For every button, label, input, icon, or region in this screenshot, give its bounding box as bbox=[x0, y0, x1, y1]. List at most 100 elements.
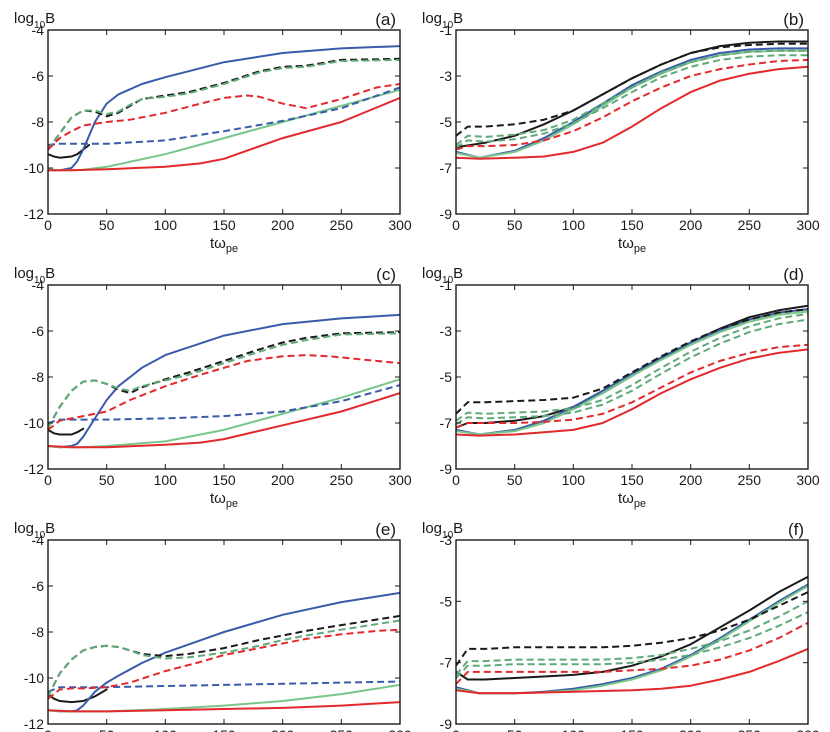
x-axis-label-sub: pe bbox=[226, 498, 238, 510]
series-line-black-dashed bbox=[48, 614, 400, 697]
y-axis-label-main: log bbox=[14, 10, 34, 27]
y-tick-label: -3 bbox=[440, 323, 453, 339]
plot-frame bbox=[455, 539, 809, 725]
y-axis-label-main: log bbox=[422, 10, 442, 27]
y-axis-label: log10B bbox=[14, 10, 55, 31]
x-tick-label: 250 bbox=[330, 727, 354, 732]
y-tick-label: -12 bbox=[24, 461, 44, 477]
series-line-green-dashed bbox=[48, 619, 400, 697]
panel-label: (a) bbox=[375, 10, 396, 29]
y-tick-label: -9 bbox=[440, 461, 453, 477]
x-tick-label: 0 bbox=[44, 727, 52, 732]
series-line-black-dashed bbox=[456, 308, 808, 415]
x-tick-label: 100 bbox=[562, 472, 586, 488]
series-line-red-dashed bbox=[48, 628, 400, 700]
series-line-green-solid bbox=[456, 49, 808, 159]
series-line-red-solid bbox=[456, 647, 808, 695]
y-tick-label: -4 bbox=[32, 277, 45, 293]
y-tick-label: -6 bbox=[32, 68, 45, 84]
x-tick-label: 300 bbox=[388, 217, 412, 233]
x-tick-label: 200 bbox=[271, 727, 295, 732]
x-axis-label-main: tω bbox=[618, 490, 634, 507]
x-axis-label: tωpe bbox=[618, 235, 646, 255]
series-line-blue-solid bbox=[456, 308, 808, 436]
series-line-red-dashed bbox=[456, 343, 808, 429]
x-tick-label: 150 bbox=[212, 727, 236, 732]
x-tick-label: 300 bbox=[388, 472, 412, 488]
y-tick-label: -4 bbox=[32, 22, 45, 38]
x-tick-label: 150 bbox=[212, 217, 236, 233]
plot-frame bbox=[47, 284, 401, 470]
y-axis-label-tail: B bbox=[45, 265, 55, 282]
y-tick-label: -6 bbox=[32, 323, 45, 339]
series-line-green-solid bbox=[456, 310, 808, 436]
y-tick-label: -10 bbox=[24, 670, 44, 686]
y-axis-label-main: log bbox=[422, 520, 442, 537]
x-tick-label: 50 bbox=[507, 727, 523, 732]
x-axis-label-main: tω bbox=[210, 235, 226, 252]
chart-panel-a: 0 50 100 150 200 250 300-12-10-8-6-4log10Btωpe… bbox=[14, 10, 412, 255]
series-line-blue-dashed bbox=[48, 86, 400, 146]
y-tick-label: -6 bbox=[32, 578, 45, 594]
series-line-green-dashed bbox=[48, 58, 400, 151]
series-line-black-solid bbox=[456, 40, 808, 149]
x-tick-label: 0 bbox=[44, 472, 52, 488]
x-tick-label: 200 bbox=[679, 472, 703, 488]
y-tick-label: -5 bbox=[440, 114, 453, 130]
series-line-green-dashed bbox=[456, 312, 808, 422]
x-tick-label: 300 bbox=[796, 472, 820, 488]
series-line-black-solid bbox=[48, 427, 85, 436]
y-axis-label-sub: 10 bbox=[34, 20, 46, 31]
x-axis-label: tωpe bbox=[210, 235, 238, 255]
x-axis-label-sub: pe bbox=[634, 243, 646, 255]
series-line-red-dashed bbox=[48, 354, 400, 431]
series-line-blue-solid bbox=[456, 47, 808, 159]
series-line-black-dashed bbox=[456, 591, 808, 667]
y-tick-label: -8 bbox=[32, 369, 45, 385]
panel-label: (b) bbox=[783, 10, 804, 29]
x-tick-label: 50 bbox=[507, 217, 523, 233]
series-line-blue-dashed bbox=[48, 680, 400, 693]
y-axis-label: log10B bbox=[14, 265, 55, 286]
y-tick-label: -12 bbox=[24, 206, 44, 222]
y-tick-label: -9 bbox=[440, 206, 453, 222]
y-tick-label: -5 bbox=[440, 369, 453, 385]
panel-label: (f) bbox=[788, 520, 804, 539]
x-tick-label: 0 bbox=[452, 727, 460, 732]
y-axis-label: log10B bbox=[14, 520, 55, 541]
x-axis-label-main: tω bbox=[618, 235, 634, 252]
y-axis-label-main: log bbox=[14, 520, 34, 537]
series-line-green-solid bbox=[48, 683, 400, 713]
y-axis-label-sub: 10 bbox=[34, 275, 46, 286]
series-line-red-dashed bbox=[456, 621, 808, 685]
y-tick-label: -9 bbox=[440, 716, 453, 732]
y-tick-label: -7 bbox=[440, 160, 453, 176]
x-tick-label: 100 bbox=[154, 472, 178, 488]
y-axis-label-sub: 10 bbox=[442, 530, 454, 541]
series-line-blue-dashed bbox=[48, 384, 400, 424]
series-line-black-dashed bbox=[48, 331, 400, 429]
x-axis-label-sub: pe bbox=[226, 243, 238, 255]
y-tick-label: -1 bbox=[440, 22, 453, 38]
y-tick-label: -7 bbox=[440, 415, 453, 431]
y-tick-label: -8 bbox=[32, 114, 45, 130]
x-tick-label: 200 bbox=[271, 472, 295, 488]
y-tick-label: -3 bbox=[440, 68, 453, 84]
y-tick-label: -4 bbox=[32, 532, 45, 548]
x-tick-label: 200 bbox=[679, 217, 703, 233]
x-tick-label: 250 bbox=[738, 472, 762, 488]
series-line-red-solid bbox=[456, 65, 808, 160]
x-tick-label: 300 bbox=[388, 727, 412, 732]
y-axis-label-tail: B bbox=[45, 10, 55, 27]
y-axis-label-tail: B bbox=[453, 520, 463, 537]
series-line-black-solid bbox=[456, 575, 808, 681]
chart-panel-d: 0 50 100 150 200 250 300-9-7-5-3-1log10Btωpe(d… bbox=[422, 265, 820, 510]
y-tick-label: -8 bbox=[32, 624, 45, 640]
y-axis-label-sub: 10 bbox=[442, 20, 454, 31]
y-axis-label: log10B bbox=[422, 265, 463, 286]
x-tick-label: 0 bbox=[452, 217, 460, 233]
x-tick-label: 300 bbox=[796, 217, 820, 233]
y-tick-label: -10 bbox=[24, 415, 44, 431]
series-line-green-dashed-2 bbox=[456, 54, 808, 149]
